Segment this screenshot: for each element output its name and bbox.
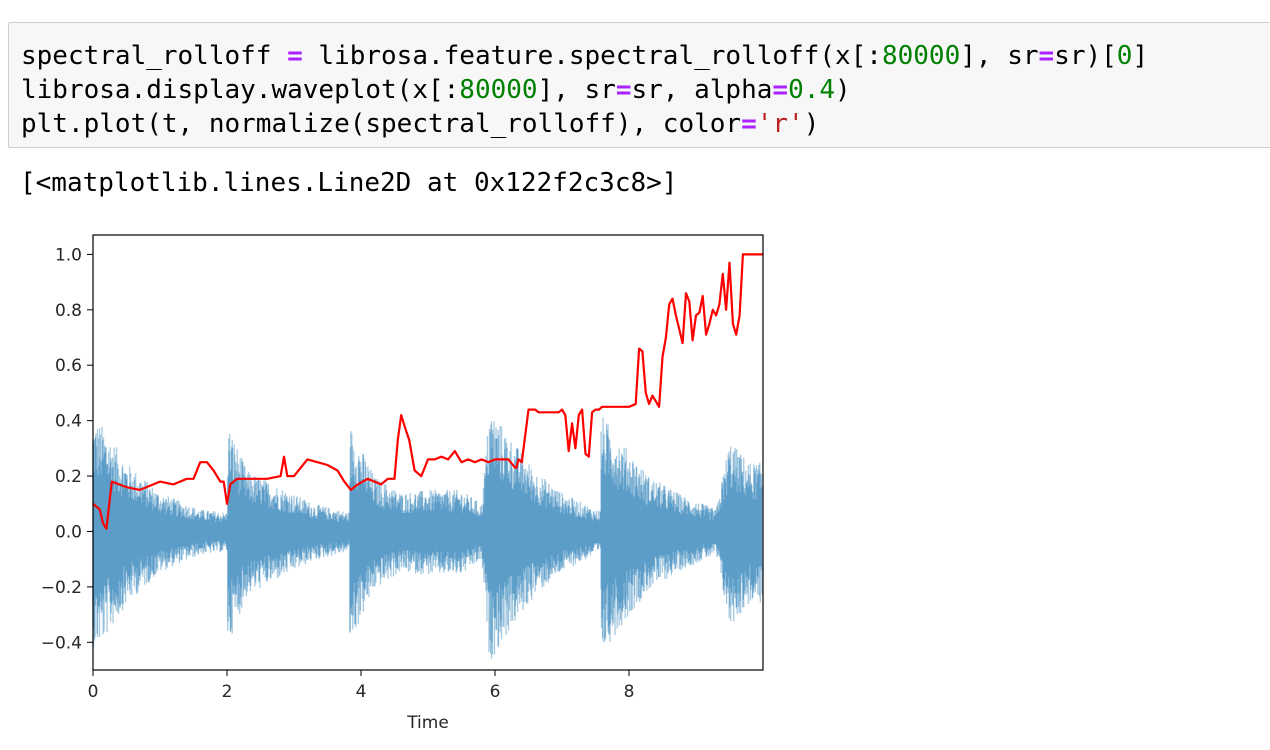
code-token: librosa.feature.spectral_rolloff(x[: <box>302 41 882 71</box>
x-tick-label: 6 <box>490 682 501 702</box>
code-number: 0.4 <box>788 75 836 105</box>
code-operator: = <box>741 109 757 139</box>
x-axis-label: Time <box>406 713 449 733</box>
x-tick-label: 0 <box>88 682 99 702</box>
x-axis: 0 2 4 6 8 <box>88 670 635 702</box>
code-token: ) <box>835 75 851 105</box>
code-token: ], sr <box>537 75 616 105</box>
code-token: sr, alpha <box>631 75 773 105</box>
code-token: plt.plot(t, normalize(spectral_rolloff),… <box>21 109 742 139</box>
y-axis: −0.4 −0.2 0.0 0.2 0.4 0.6 0.8 1.0 <box>41 245 93 653</box>
y-tick-label: 0.0 <box>55 522 82 542</box>
rolloff-line <box>92 253 763 530</box>
y-tick-label: −0.2 <box>41 578 82 598</box>
y-tick-label: 0.2 <box>55 467 82 487</box>
code-line-3: plt.plot(t, normalize(spectral_rolloff),… <box>21 107 819 141</box>
code-number: 0 <box>1116 41 1133 71</box>
y-tick-label: −0.4 <box>41 633 82 653</box>
code-line-1: spectral_rolloff = librosa.feature.spect… <box>21 39 1148 73</box>
y-tick-label: 0.4 <box>55 412 82 432</box>
plot-frame <box>92 234 764 671</box>
code-operator: = <box>615 75 632 105</box>
output-text: [<matplotlib.lines.Line2D at 0x122f2c3c8… <box>20 168 678 198</box>
code-operator: = <box>1038 41 1055 71</box>
y-tick-label: 1.0 <box>55 245 82 265</box>
code-line-2: librosa.display.waveplot(x[:80000], sr=s… <box>21 73 851 107</box>
x-tick-label: 8 <box>624 682 635 702</box>
code-token: ], sr <box>960 41 1039 71</box>
code-string: 'r' <box>756 109 804 139</box>
code-token: librosa.display.waveplot(x[: <box>21 75 460 105</box>
code-token: spectral_rolloff <box>21 41 288 71</box>
waveform-series <box>92 417 763 659</box>
code-token: sr)[ <box>1054 41 1117 71</box>
code-operator: = <box>772 75 789 105</box>
y-tick-label: 0.8 <box>55 301 82 321</box>
x-tick-label: 4 <box>356 682 367 702</box>
code-number: 80000 <box>881 41 961 71</box>
code-cell[interactable]: spectral_rolloff = librosa.feature.spect… <box>8 22 1270 148</box>
y-tick-label: 0.6 <box>55 356 82 376</box>
code-number: 80000 <box>459 75 538 105</box>
code-token: ) <box>803 109 820 139</box>
code-token: ] <box>1132 41 1149 71</box>
x-tick-label: 2 <box>222 682 233 702</box>
code-operator: = <box>287 41 303 71</box>
